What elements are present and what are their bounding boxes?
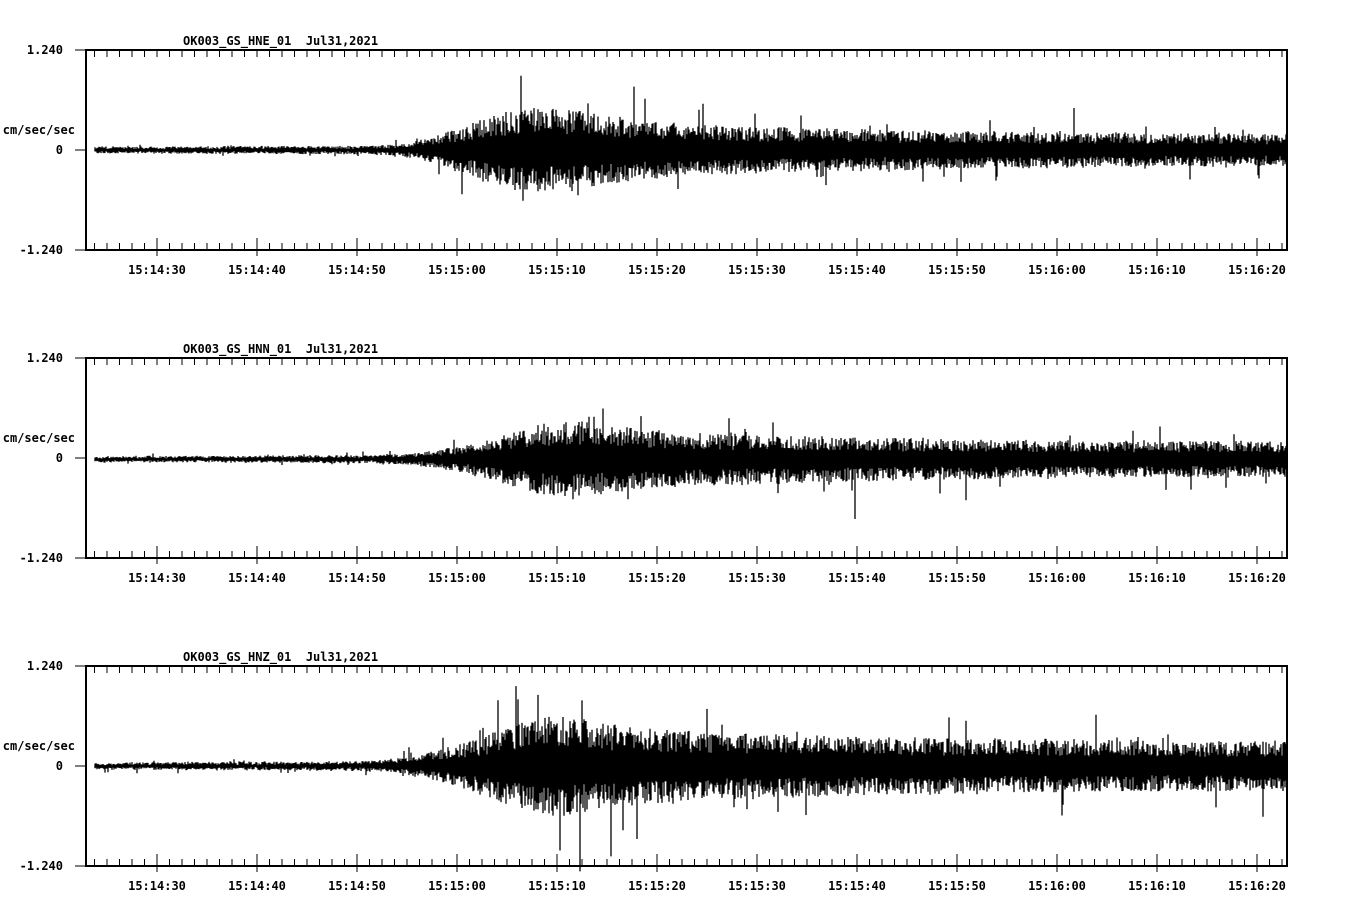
- x-tick-label: 15:16:20: [1228, 571, 1286, 585]
- waveform-trace-hnz: [94, 686, 1288, 872]
- x-tick-label: 15:16:00: [1028, 879, 1086, 893]
- y-axis-max-label: 1.240: [26, 659, 63, 673]
- x-tick-label: 15:15:40: [828, 263, 886, 277]
- x-tick-label: 15:14:50: [328, 263, 386, 277]
- x-tick-label: 15:15:10: [528, 263, 586, 277]
- x-tick-label: 15:15:50: [928, 879, 986, 893]
- x-tick-label: 15:15:30: [728, 879, 786, 893]
- x-tick-label: 15:16:20: [1228, 263, 1286, 277]
- x-tick-label: 15:14:30: [128, 263, 186, 277]
- panel-title: OK003_GS_HNZ_01 Jul31,2021: [183, 650, 379, 664]
- x-tick-label: 15:14:40: [228, 879, 286, 893]
- y-axis-zero-label: 0: [55, 759, 63, 773]
- y-axis-unit-label: cm/sec/sec: [2, 739, 75, 753]
- axis-ticks: [75, 665, 1283, 872]
- y-axis-max-label: 1.240: [26, 351, 63, 365]
- y-axis-min-label: -1.240: [19, 243, 63, 257]
- x-tick-label: 15:14:30: [128, 571, 186, 585]
- y-axis-min-label: -1.240: [19, 859, 63, 873]
- x-tick-label: 15:16:00: [1028, 263, 1086, 277]
- waveform-trace-hne: [94, 75, 1288, 201]
- x-tick-label: 15:14:40: [228, 571, 286, 585]
- x-tick-label: 15:15:30: [728, 263, 786, 277]
- y-axis-min-label: -1.240: [19, 551, 63, 565]
- x-tick-label: 15:15:00: [428, 263, 486, 277]
- y-axis-unit-label: cm/sec/sec: [2, 123, 75, 137]
- x-tick-label: 15:15:50: [928, 263, 986, 277]
- x-tick-label: 15:15:20: [628, 879, 686, 893]
- axis-ticks: [75, 49, 1283, 256]
- y-axis-zero-label: 0: [55, 451, 63, 465]
- x-tick-label: 15:15:20: [628, 263, 686, 277]
- x-tick-label: 15:14:50: [328, 571, 386, 585]
- x-tick-label: 15:15:00: [428, 879, 486, 893]
- panel-title: OK003_GS_HNN_01 Jul31,2021: [183, 342, 379, 356]
- x-tick-label: 15:15:20: [628, 571, 686, 585]
- axis-ticks: [75, 357, 1283, 564]
- panel-title: OK003_GS_HNE_01 Jul31,2021: [183, 34, 379, 48]
- x-tick-label: 15:16:00: [1028, 571, 1086, 585]
- y-axis-unit-label: cm/sec/sec: [2, 431, 75, 445]
- x-tick-label: 15:15:50: [928, 571, 986, 585]
- x-tick-label: 15:15:10: [528, 571, 586, 585]
- seismogram-panel-hnn: [75, 357, 1288, 564]
- x-tick-label: 15:15:30: [728, 571, 786, 585]
- seismogram-panel-hnz: [75, 665, 1288, 872]
- x-tick-label: 15:14:50: [328, 879, 386, 893]
- x-tick-label: 15:16:10: [1128, 879, 1186, 893]
- waveform-trace-hnn: [94, 408, 1288, 519]
- x-tick-label: 15:15:40: [828, 879, 886, 893]
- y-axis-max-label: 1.240: [26, 43, 63, 57]
- x-tick-label: 15:15:10: [528, 879, 586, 893]
- x-tick-label: 15:16:20: [1228, 879, 1286, 893]
- x-tick-label: 15:15:00: [428, 571, 486, 585]
- x-tick-label: 15:14:40: [228, 263, 286, 277]
- seismogram-panel-hne: [75, 49, 1288, 256]
- x-tick-label: 15:16:10: [1128, 571, 1186, 585]
- x-tick-label: 15:16:10: [1128, 263, 1186, 277]
- x-tick-label: 15:15:40: [828, 571, 886, 585]
- x-tick-label: 15:14:30: [128, 879, 186, 893]
- y-axis-zero-label: 0: [55, 143, 63, 157]
